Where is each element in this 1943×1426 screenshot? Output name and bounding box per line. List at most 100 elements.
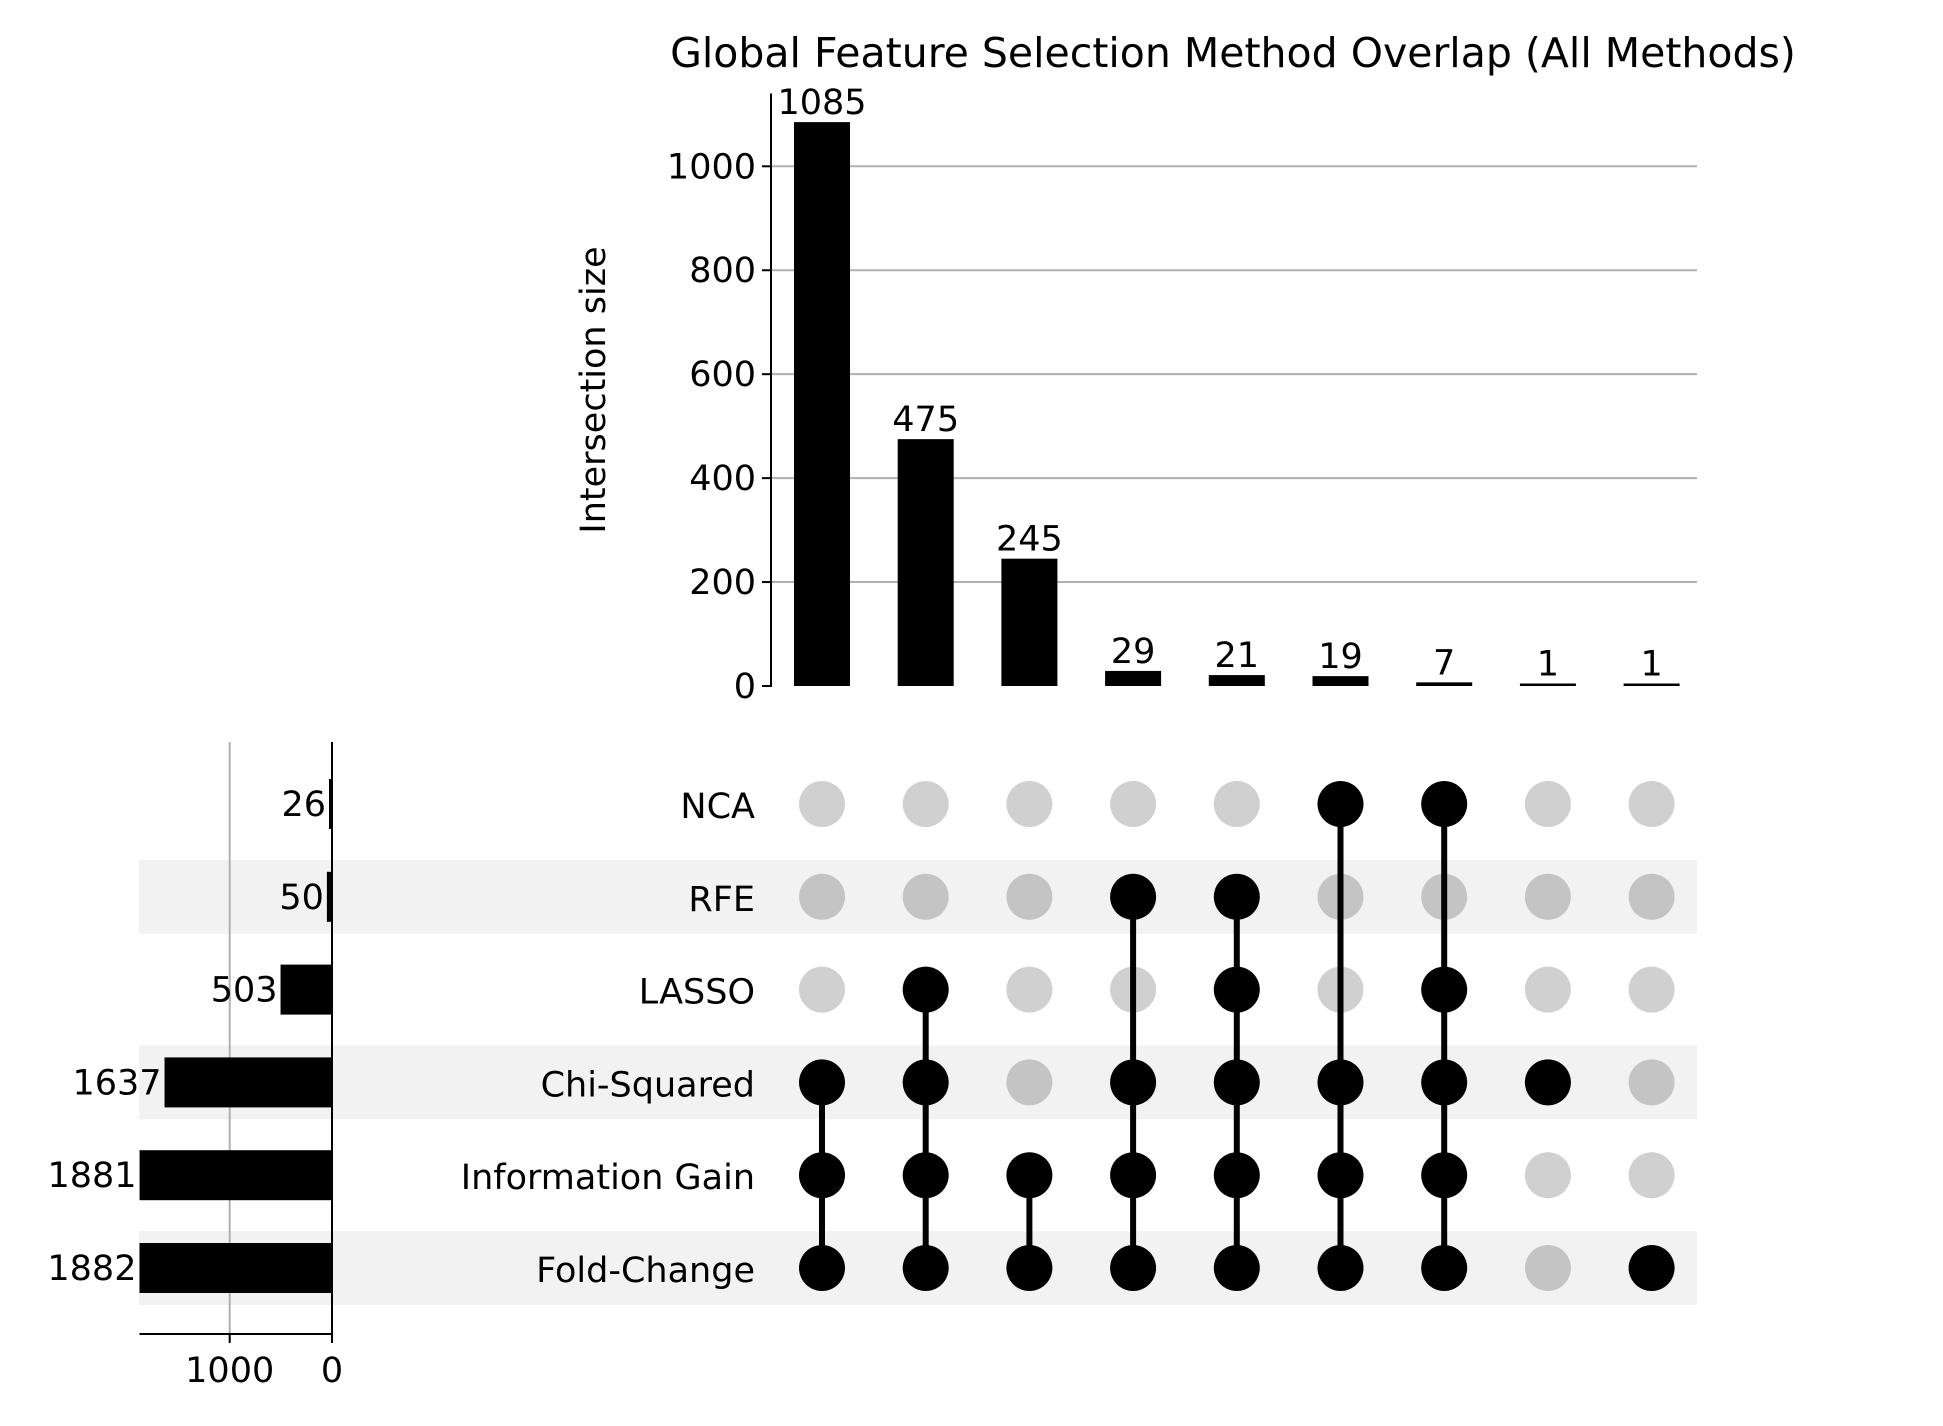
- set-name-1: RFE: [688, 880, 755, 920]
- matrix-dot-active-6-3: [1421, 1059, 1468, 1106]
- intersection-bar-5: [1312, 676, 1369, 686]
- intersection-bar-4: [1208, 675, 1265, 686]
- intersection-bar-7: [1519, 683, 1576, 686]
- intersection-bar-2: [1001, 558, 1058, 686]
- intersection-bars: [794, 122, 1680, 687]
- matrix-dot-inactive-2-1: [1006, 873, 1053, 920]
- intersection-bar-0: [794, 122, 850, 687]
- intersection-bar-label-8: 1: [1640, 645, 1662, 685]
- intersection-bar-label-6: 7: [1433, 643, 1455, 683]
- y-tick-label-400: 400: [689, 459, 756, 499]
- matrix-dot-active-3-4: [1110, 1152, 1157, 1199]
- matrix-dot-active-1-5: [902, 1245, 949, 1291]
- y-tick-label-0: 0: [734, 667, 756, 707]
- matrix-dot-inactive-1-1: [902, 873, 949, 920]
- set-size-bar-0: [329, 779, 332, 829]
- matrix-dot-active-6-4: [1421, 1152, 1468, 1199]
- matrix-dot-active-0-4: [799, 1152, 845, 1199]
- matrix-dot-active-5-0: [1317, 781, 1364, 827]
- set-name-2: LASSO: [639, 973, 755, 1013]
- set-size-tick-label-0: 0: [321, 1351, 343, 1391]
- matrix-dot-active-2-4: [1006, 1152, 1053, 1199]
- intersection-bar-3: [1105, 670, 1162, 686]
- chart-title: Global Feature Selection Method Overlap …: [670, 29, 1796, 77]
- matrix-dot-active-6-5: [1421, 1245, 1468, 1291]
- matrix-dot-inactive-7-2: [1524, 966, 1571, 1013]
- matrix-dot-inactive-7-5: [1524, 1245, 1571, 1291]
- matrix-dot-inactive-1-0: [902, 781, 949, 827]
- set-size-bar-1: [326, 871, 332, 922]
- set-size-label-2: 503: [211, 971, 278, 1011]
- matrix-dot-active-1-4: [902, 1152, 949, 1199]
- set-size-bar-2: [280, 964, 332, 1015]
- matrix-dot-active-0-5: [799, 1245, 845, 1291]
- matrix-dot-inactive-0-2: [799, 966, 845, 1013]
- intersection-bar-label-0: 1085: [777, 83, 866, 123]
- matrix-dot-active-4-2: [1213, 966, 1260, 1013]
- matrix-dot-active-2-5: [1006, 1245, 1053, 1291]
- set-size-label-4: 1881: [47, 1156, 136, 1196]
- matrix-dot-inactive-2-0: [1006, 781, 1053, 827]
- y-tick-label-800: 800: [689, 251, 756, 291]
- set-size-label-0: 26: [281, 785, 326, 825]
- matrix-dot-active-6-0: [1421, 781, 1468, 827]
- set-size-label-1: 50: [279, 878, 324, 918]
- matrix-dot-inactive-3-0: [1110, 781, 1157, 827]
- matrix-dot-active-8-5: [1628, 1245, 1675, 1291]
- intersection-bar-8: [1623, 683, 1680, 686]
- matrix-dot-inactive-8-0: [1628, 781, 1675, 827]
- matrix-dot-active-4-5: [1213, 1245, 1260, 1291]
- matrix-dot-inactive-4-0: [1213, 781, 1260, 827]
- intersection-bar-label-3: 29: [1111, 632, 1156, 672]
- intersection-bar-6: [1416, 682, 1473, 686]
- matrix-dot-active-3-5: [1110, 1245, 1157, 1291]
- set-size-label-5: 1882: [47, 1249, 136, 1289]
- matrix-dot-inactive-7-0: [1524, 781, 1571, 827]
- set-name-5: Fold-Change: [536, 1251, 755, 1291]
- matrix-dot-active-6-2: [1421, 966, 1468, 1013]
- matrix-dot-active-7-3: [1524, 1059, 1571, 1106]
- intersection-bar-1: [897, 439, 954, 686]
- intersection-axis-title: Intersection size: [574, 246, 614, 533]
- set-size-axis: 1000 0: [139, 742, 343, 1391]
- set-size-label-3: 1637: [72, 1063, 161, 1103]
- matrix-dot-inactive-8-3: [1628, 1059, 1675, 1106]
- set-size-bar-5: [139, 1243, 332, 1293]
- matrix-dot-inactive-8-1: [1628, 873, 1675, 920]
- y-tick-label-600: 600: [689, 355, 756, 395]
- set-size-bars: 26 50 503 1637 1881 1882: [47, 779, 332, 1293]
- set-name-3: Chi-Squared: [541, 1065, 755, 1105]
- matrix-dot-active-4-4: [1213, 1152, 1260, 1199]
- matrix-dot-active-5-5: [1317, 1245, 1364, 1291]
- set-name-4: Information Gain: [461, 1158, 755, 1198]
- set-size-bar-4: [139, 1150, 332, 1201]
- matrix-dot-inactive-7-4: [1524, 1152, 1571, 1199]
- matrix-dot-active-3-1: [1110, 873, 1157, 920]
- intersection-bar-label-1: 475: [892, 400, 959, 440]
- intersection-y-axis: 0 200 400 600 800 1000: [667, 93, 772, 707]
- matrix-dot-inactive-8-2: [1628, 966, 1675, 1013]
- intersection-bar-label-4: 21: [1215, 636, 1260, 676]
- matrix-dot-active-3-3: [1110, 1059, 1157, 1106]
- matrix-dot-active-4-3: [1213, 1059, 1260, 1106]
- matrix-dot-active-1-2: [902, 966, 949, 1013]
- matrix-dot-active-5-4: [1317, 1152, 1364, 1199]
- matrix-dot-inactive-0-0: [799, 781, 845, 827]
- matrix-dot-inactive-8-4: [1628, 1152, 1675, 1199]
- y-tick-label-200: 200: [689, 563, 756, 603]
- matrix-dot-active-4-1: [1213, 873, 1260, 920]
- matrix-dot-inactive-7-1: [1524, 873, 1571, 920]
- intersection-bar-label-5: 19: [1318, 637, 1363, 677]
- intersection-bar-label-7: 1: [1537, 645, 1559, 685]
- set-size-tick-label-1000: 1000: [185, 1351, 274, 1391]
- set-name-labels: NCA RFE LASSO Chi-Squared Information Gain Fo…: [461, 787, 755, 1291]
- matrix-dot-inactive-2-3: [1006, 1059, 1053, 1106]
- matrix-dot-inactive-2-2: [1006, 966, 1053, 1013]
- matrix-dot-active-1-3: [902, 1059, 949, 1106]
- matrix-dot-active-0-3: [799, 1059, 845, 1106]
- set-name-0: NCA: [680, 787, 755, 827]
- intersection-bar-label-2: 245: [996, 520, 1063, 560]
- matrix-dot-active-5-3: [1317, 1059, 1364, 1106]
- y-tick-label-1000: 1000: [667, 147, 756, 187]
